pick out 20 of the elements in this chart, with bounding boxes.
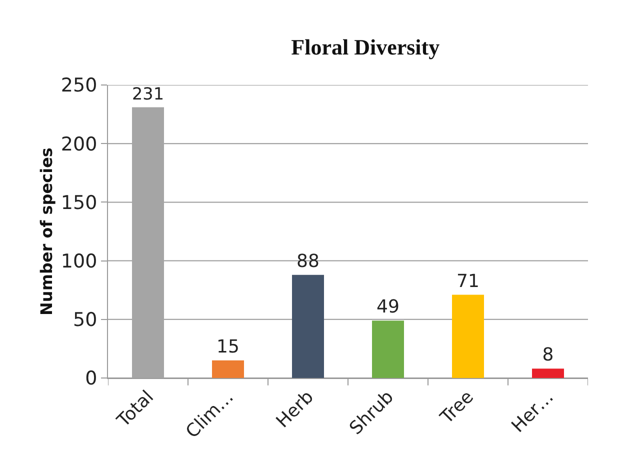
y-tick-label: 200 [60, 133, 98, 156]
bar [532, 368, 564, 378]
bar [372, 320, 404, 378]
chart-title: Floral Diversity [291, 34, 440, 60]
bar [212, 360, 244, 378]
y-tick-label: 250 [60, 74, 98, 97]
bar [292, 274, 324, 378]
data-label: 71 [456, 270, 480, 292]
data-label: 15 [216, 336, 240, 358]
y-tick-label: 0 [85, 368, 98, 390]
data-label: 8 [542, 344, 554, 366]
data-label: 231 [132, 84, 164, 104]
x-tick-label: Tree [436, 386, 478, 429]
bar [452, 294, 484, 378]
data-label: 49 [376, 296, 400, 318]
y-tick-label: 150 [60, 192, 98, 214]
y-tick-label: 50 [73, 309, 98, 332]
y-tick-label: 100 [60, 250, 98, 272]
data-label: 88 [296, 250, 320, 272]
y-axis-title: Number of species [36, 148, 56, 316]
